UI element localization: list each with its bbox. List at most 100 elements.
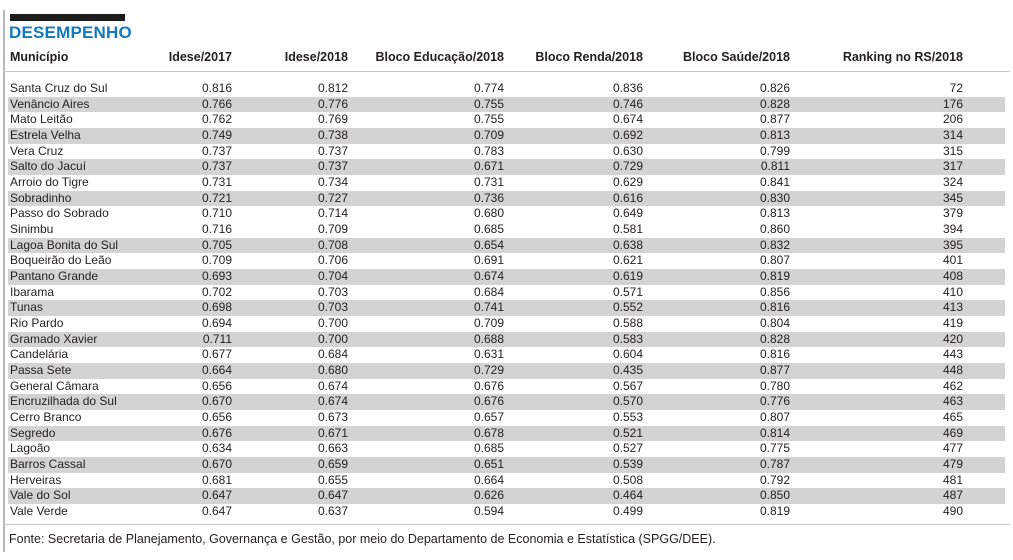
idese-2017-cell: 0.670 xyxy=(201,457,232,472)
ranking-cell: 315 xyxy=(942,143,963,158)
bloco-renda-cell: 0.604 xyxy=(612,347,643,362)
municipio-cell: Boqueirão do Leão xyxy=(10,253,112,268)
table-row: Boqueirão do Leão 0.709 0.706 0.691 0.621 0.8… xyxy=(8,253,1005,269)
municipio-cell: Arroio do Tigre xyxy=(10,175,89,190)
bloco-saude-cell: 0.877 xyxy=(759,363,790,378)
ranking-cell: 176 xyxy=(942,96,963,111)
idese-2017-cell: 0.677 xyxy=(201,347,232,362)
bloco-educacao-cell: 0.709 xyxy=(473,316,504,331)
idese-2018-cell: 0.703 xyxy=(317,300,348,315)
ranking-cell: 413 xyxy=(942,300,963,315)
bloco-renda-cell: 0.729 xyxy=(612,159,643,174)
table-row: Lagoão 0.634 0.663 0.685 0.527 0.775 477 xyxy=(8,441,1005,457)
bloco-saude-cell: 0.828 xyxy=(759,331,790,346)
idese-2018-cell: 0.709 xyxy=(317,222,348,237)
municipio-cell: Mato Leitão xyxy=(10,112,73,127)
table-row: Candelária 0.677 0.684 0.631 0.604 0.816 443 xyxy=(8,347,1005,363)
municipio-cell: Estrela Velha xyxy=(10,128,81,143)
table-row: General Câmara 0.656 0.674 0.676 0.567 0.780 4… xyxy=(8,379,1005,395)
column-header-bloco-saude: Bloco Saúde/2018 xyxy=(683,50,790,64)
table-row: Herveiras 0.681 0.655 0.664 0.508 0.792 481 xyxy=(8,473,1005,489)
bloco-educacao-cell: 0.680 xyxy=(473,206,504,221)
table-body: Santa Cruz do Sul 0.816 0.812 0.774 0.836 0.8… xyxy=(8,81,1005,520)
municipio-cell: Venâncio Aires xyxy=(10,96,90,111)
municipio-cell: Tunas xyxy=(10,300,43,315)
ranking-cell: 317 xyxy=(942,159,963,174)
bloco-saude-cell: 0.807 xyxy=(759,253,790,268)
bloco-saude-cell: 0.860 xyxy=(759,222,790,237)
bloco-renda-cell: 0.692 xyxy=(612,128,643,143)
idese-2018-cell: 0.655 xyxy=(317,472,348,487)
table-row: Barros Cassal 0.670 0.659 0.651 0.539 0.787 47… xyxy=(8,457,1005,473)
bloco-renda-cell: 0.588 xyxy=(612,316,643,331)
table-row: Sobradinho 0.721 0.727 0.736 0.616 0.830 345 xyxy=(8,190,1005,207)
bloco-saude-cell: 0.841 xyxy=(759,175,790,190)
idese-2017-cell: 0.681 xyxy=(201,472,232,487)
footer-separator-line xyxy=(3,524,1010,525)
bloco-educacao-cell: 0.676 xyxy=(473,378,504,393)
left-edge-rule xyxy=(3,10,5,552)
ranking-cell: 420 xyxy=(942,331,963,346)
idese-2018-cell: 0.673 xyxy=(317,410,348,425)
table-row: Salto do Jacuí 0.737 0.737 0.671 0.729 0.811 3… xyxy=(8,159,1005,176)
bloco-saude-cell: 0.816 xyxy=(759,300,790,315)
idese-2017-cell: 0.705 xyxy=(201,237,232,252)
ranking-cell: 448 xyxy=(942,363,963,378)
source-note: Fonte: Secretaria de Planejamento, Gover… xyxy=(9,532,716,546)
bloco-renda-cell: 0.630 xyxy=(612,143,643,158)
ranking-cell: 469 xyxy=(942,425,963,440)
bloco-educacao-cell: 0.685 xyxy=(473,441,504,456)
table-row: Sinimbu 0.716 0.709 0.685 0.581 0.860 394 xyxy=(8,222,1005,238)
bloco-renda-cell: 0.508 xyxy=(612,472,643,487)
bloco-educacao-cell: 0.774 xyxy=(473,81,504,95)
bloco-renda-cell: 0.552 xyxy=(612,300,643,315)
header-row: Município Idese/2017 Idese/2018 Bloco Ed… xyxy=(8,46,1005,81)
bloco-educacao-cell: 0.709 xyxy=(473,128,504,143)
bloco-renda-cell: 0.581 xyxy=(612,222,643,237)
ranking-cell: 490 xyxy=(942,504,963,519)
municipio-cell: Pantano Grande xyxy=(10,269,99,284)
idese-2017-cell: 0.647 xyxy=(201,504,232,519)
bloco-saude-cell: 0.877 xyxy=(759,112,790,127)
idese-2018-cell: 0.700 xyxy=(317,316,348,331)
idese-2018-cell: 0.659 xyxy=(317,457,348,472)
idese-2018-cell: 0.737 xyxy=(317,159,348,174)
bloco-saude-cell: 0.787 xyxy=(759,457,790,472)
bloco-educacao-cell: 0.685 xyxy=(473,222,504,237)
table-row: Cerro Branco 0.656 0.673 0.657 0.553 0.807 465 xyxy=(8,410,1005,426)
ranking-cell: 324 xyxy=(942,175,963,190)
idese-2018-cell: 0.703 xyxy=(317,284,348,299)
ranking-cell: 462 xyxy=(942,378,963,393)
idese-2017-cell: 0.737 xyxy=(201,159,232,174)
municipio-cell: Encruzilhada do Sul xyxy=(10,394,117,409)
bloco-renda-cell: 0.571 xyxy=(612,284,643,299)
bloco-educacao-cell: 0.671 xyxy=(473,159,504,174)
bloco-renda-cell: 0.521 xyxy=(612,425,643,440)
ranking-cell: 487 xyxy=(942,488,963,503)
table-row: Lagoa Bonita do Sul 0.705 0.708 0.654 0.638 0… xyxy=(8,237,1005,254)
idese-2017-cell: 0.647 xyxy=(201,488,232,503)
bloco-saude-cell: 0.811 xyxy=(760,159,790,174)
idese-2017-cell: 0.670 xyxy=(201,394,232,409)
bloco-saude-cell: 0.830 xyxy=(759,190,790,205)
idese-2018-cell: 0.674 xyxy=(317,394,348,409)
idese-2018-cell: 0.680 xyxy=(317,363,348,378)
bloco-renda-cell: 0.527 xyxy=(612,441,643,456)
municipio-cell: Barros Cassal xyxy=(10,457,86,472)
title-accent-bar xyxy=(10,14,125,21)
idese-2018-cell: 0.708 xyxy=(317,237,348,252)
ranking-cell: 394 xyxy=(942,222,963,237)
column-header-bloco-renda: Bloco Renda/2018 xyxy=(535,50,643,64)
bloco-renda-cell: 0.836 xyxy=(612,81,643,95)
bloco-educacao-cell: 0.731 xyxy=(473,175,504,190)
ranking-cell: 463 xyxy=(942,394,963,409)
idese-2018-cell: 0.700 xyxy=(317,331,348,346)
idese-2017-cell: 0.762 xyxy=(201,112,232,127)
bloco-renda-cell: 0.539 xyxy=(612,457,643,472)
header-separator-line xyxy=(3,71,1010,72)
bloco-renda-cell: 0.567 xyxy=(612,378,643,393)
bloco-educacao-cell: 0.631 xyxy=(473,347,504,362)
section-title: DESEMPENHO xyxy=(9,23,132,42)
idese-2018-cell: 0.674 xyxy=(317,378,348,393)
